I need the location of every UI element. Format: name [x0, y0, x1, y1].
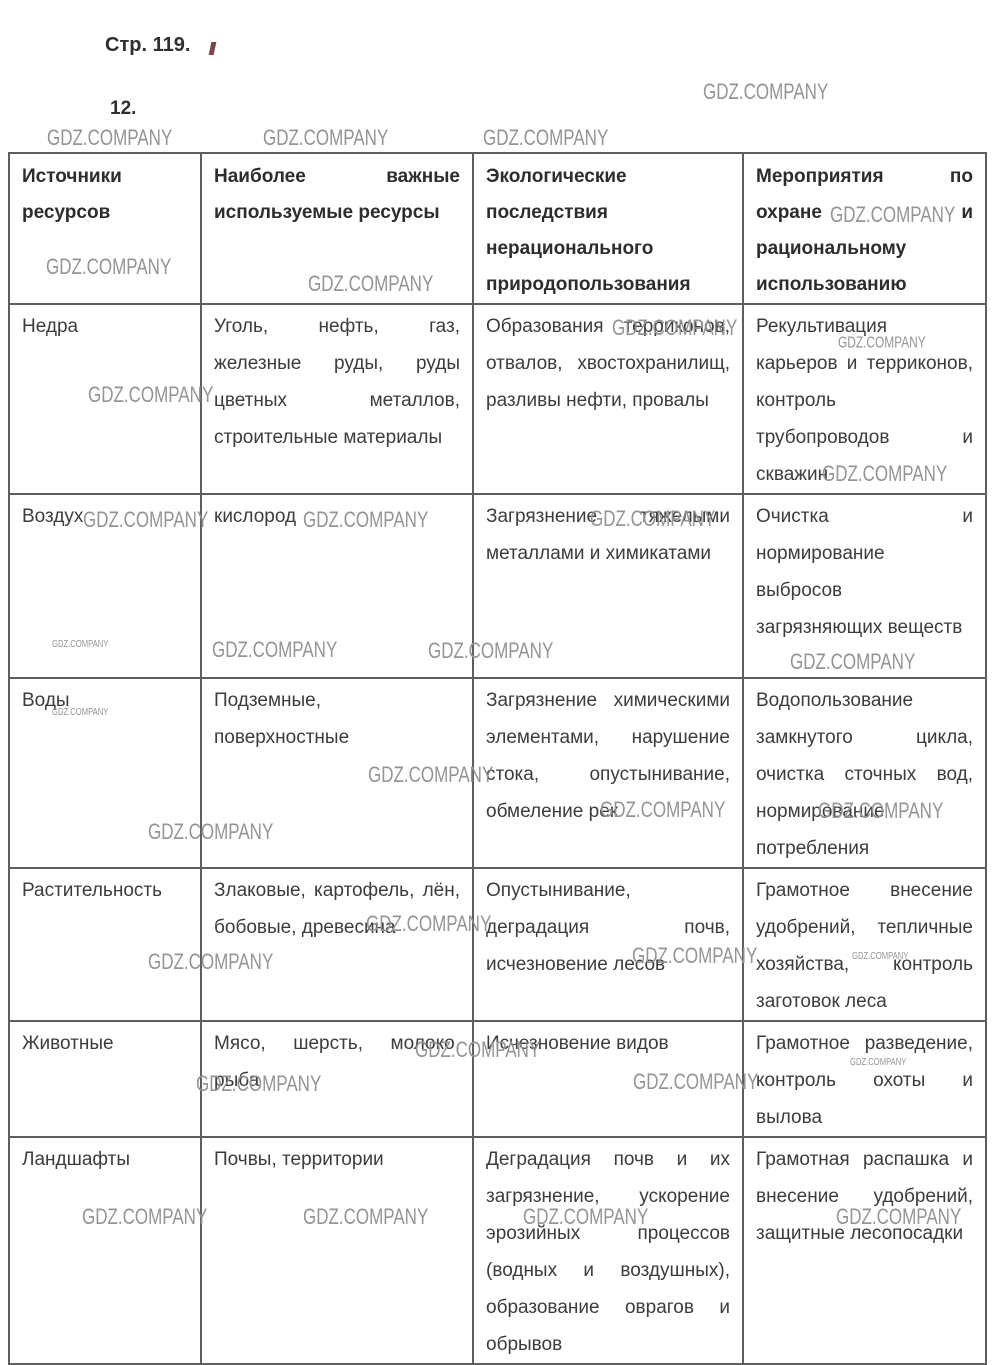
- cell-measures: Грамотное разведение, контроль охоты и в…: [742, 1020, 987, 1138]
- cell-measures: Очистка и нормирование выбросов загрязня…: [742, 493, 987, 679]
- cell-consequences: Образования терриконов, отвалов, хвостох…: [472, 303, 744, 495]
- cell-source: Ландшафты: [8, 1136, 202, 1365]
- cell-resources: Злаковые, картофель, лён, бобовые, древе…: [200, 867, 474, 1022]
- cell-resources: кислород: [200, 493, 474, 679]
- cell-measures: Рекультивация карьеров и терриконов, кон…: [742, 303, 987, 495]
- table-row-zhivotnye: Животные Мясо, шерсть, молоко, рыба Исче…: [8, 1020, 987, 1138]
- cell-source: Воды: [8, 677, 202, 869]
- table-row-nedra: Недра Уголь, нефть, газ, железные руды, …: [8, 303, 987, 495]
- cell-consequences: Опустынивание, деградация почв, исчезнов…: [472, 867, 744, 1022]
- col-header-consequences: Экологические последствия нерациональног…: [472, 152, 744, 305]
- cell-source: Недра: [8, 303, 202, 495]
- cell-resources: Мясо, шерсть, молоко, рыба: [200, 1020, 474, 1138]
- table-row-landshafty: Ландшафты Почвы, территории Деградация п…: [8, 1136, 987, 1365]
- resources-table: Источники ресурсов Наиболее важные испол…: [8, 152, 987, 1365]
- cell-resources: Почвы, территории: [200, 1136, 474, 1365]
- col-header-measures: Мероприятия по охране и рациональному ис…: [742, 152, 987, 305]
- gdz-watermark: GDZ.COMPANY: [263, 126, 389, 151]
- cell-consequences: Загрязнение тяжелыми металлами и химикат…: [472, 493, 744, 679]
- gdz-watermark: GDZ.COMPANY: [47, 126, 173, 151]
- cell-consequences: Исчезновение видов: [472, 1020, 744, 1138]
- cell-measures: Водопользование замкнутого цикла, очистк…: [742, 677, 987, 869]
- cell-consequences: Деградация почв и их загрязнение, ускоре…: [472, 1136, 744, 1365]
- gdz-watermark: GDZ.COMPANY: [703, 80, 829, 105]
- page-title: Стр. 119.: [105, 34, 191, 56]
- gdz-watermark: GDZ.COMPANY: [483, 126, 609, 151]
- cell-source: Растительность: [8, 867, 202, 1022]
- cell-source: Животные: [8, 1020, 202, 1138]
- table-row-vody: Воды Подземные, поверхностные Загрязнени…: [8, 677, 987, 869]
- cell-measures: Грамотная распашка и внесение удобрений,…: [742, 1136, 987, 1365]
- cell-resources: Уголь, нефть, газ, железные руды, руды ц…: [200, 303, 474, 495]
- cell-consequences: Загрязнение химическими элементами, нару…: [472, 677, 744, 869]
- table-row-vozduh: Воздух кислород Загрязнение тяжелыми мет…: [8, 493, 987, 679]
- cell-measures: Грамотное внесение удобрений, тепличные …: [742, 867, 987, 1022]
- cropped-glyph-artifact: [208, 42, 217, 55]
- header-row: Источники ресурсов Наиболее важные испол…: [8, 152, 987, 305]
- cell-resources: Подземные, поверхностные: [200, 677, 474, 869]
- col-header-sources: Источники ресурсов: [8, 152, 202, 305]
- col-header-resources: Наиболее важные используемые ресурсы: [200, 152, 474, 305]
- exercise-number: 12.: [110, 98, 137, 119]
- table-row-rastitelnost: Растительность Злаковые, картофель, лён,…: [8, 867, 987, 1022]
- cell-source: Воздух: [8, 493, 202, 679]
